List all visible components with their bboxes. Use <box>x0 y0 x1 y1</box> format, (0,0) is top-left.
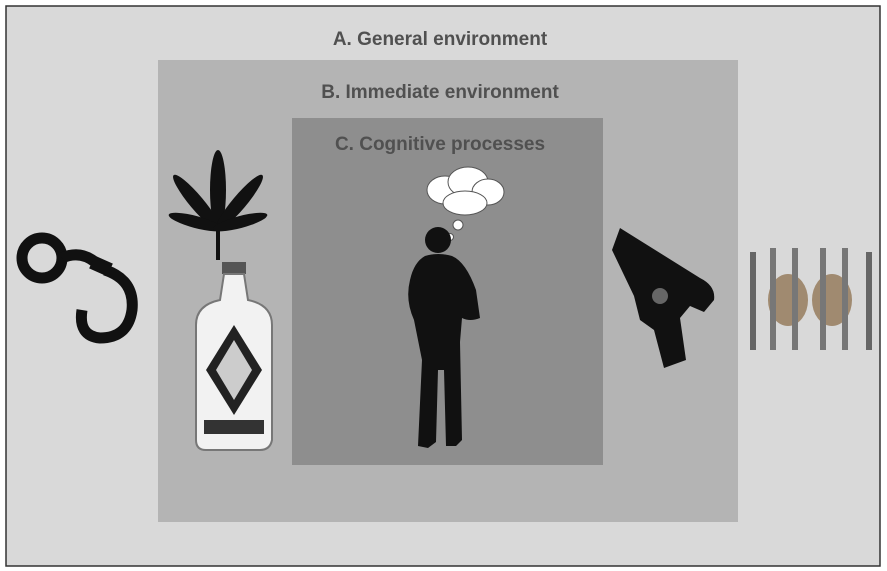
thought-bubble-part <box>453 220 463 230</box>
box-b-label: B. Immediate environment <box>321 82 559 103</box>
jail-bars-icon-part <box>750 252 756 350</box>
bottle-icon-part <box>204 420 264 434</box>
thought-bubble-part <box>443 191 487 215</box>
gun-icon-part <box>652 288 668 304</box>
diagram: A. General environment B. Immediate envi… <box>0 0 887 571</box>
jail-bars-icon-part <box>866 252 872 350</box>
man-silhouette-part <box>425 227 451 253</box>
bottle-icon-part <box>222 262 246 274</box>
box-a-label: A. General environment <box>333 29 548 50</box>
box-c-label: C. Cognitive processes <box>335 134 545 155</box>
leaf-icon-part <box>216 225 220 260</box>
handcuffs-icon-part <box>92 262 110 270</box>
jail-bars-icon-part <box>842 248 848 350</box>
jail-bars-icon-part <box>792 248 798 350</box>
jail-bars-icon-part <box>770 248 776 350</box>
jail-bars-icon-part <box>820 248 826 350</box>
